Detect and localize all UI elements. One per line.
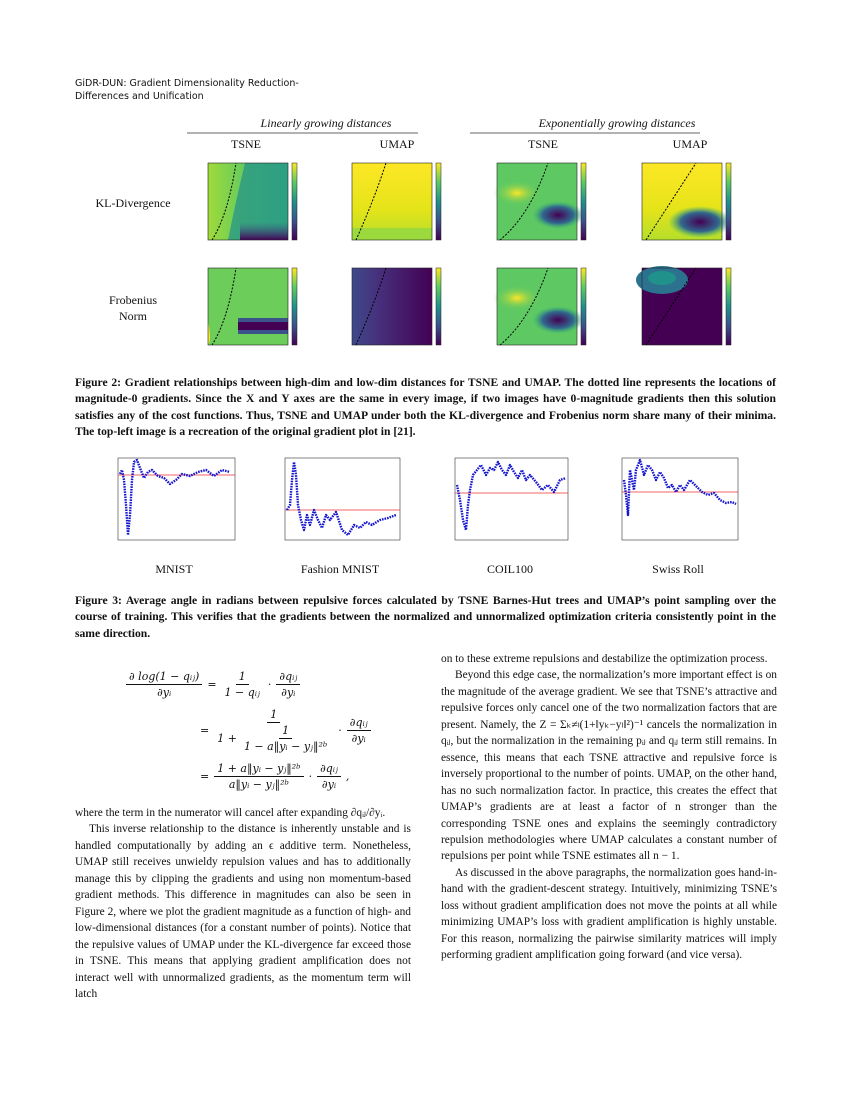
row-label: Frobenius Norm [109,293,157,323]
row-label: KL-Divergence [95,196,171,210]
punctuation: , [345,770,350,783]
denominator-lead: 1 + [217,732,237,745]
fraction: 1 + a‖yᵢ − yⱼ‖²ᵇ a‖yᵢ − yⱼ‖²ᵇ [214,762,304,791]
right-column: on to these extreme repulsions and desta… [441,651,777,964]
operator: · [308,770,313,783]
column-label: UMAP [672,137,708,151]
denominator: 1 + 1 1 − a‖yᵢ − yⱼ‖²ᵇ [214,723,333,753]
denominator: ∂yᵢ [321,778,337,791]
numerator: 1 + a‖yᵢ − yⱼ‖²ᵇ [214,762,304,777]
numerator: 1 [267,708,281,723]
panel-label: Fashion MNIST [300,562,380,576]
denominator: a‖yᵢ − yⱼ‖²ᵇ [228,778,289,791]
header-line: GiDR-DUN: Gradient Dimensionality Reduct… [75,78,299,89]
panel-label: Swiss Roll [652,562,704,576]
paragraph: Beyond this edge case, the normalization… [441,669,777,863]
running-header: GiDR-DUN: Gradient Dimensionality Reduct… [75,77,299,103]
numerator: 1 [235,670,249,685]
panel-label: MNIST [155,562,193,576]
denominator: 1 − a‖yᵢ − yⱼ‖²ᵇ [243,740,328,753]
figure2-plots [187,132,732,346]
group-label: Linearly growing distances [260,116,392,130]
figure-caption: Figure 3: Average angle in radians betwe… [75,594,776,640]
fraction: ∂qᵢⱼ ∂yᵢ [276,670,301,699]
operator: · [338,724,342,737]
operator: = [200,770,210,783]
fraction: ∂ log(1 − qᵢⱼ) ∂yᵢ [126,670,203,699]
column-label: TSNE [528,137,558,151]
numerator: 1 [279,724,293,739]
paragraph: As discussed in the above paragraphs, th… [441,866,777,962]
denominator: ∂yᵢ [157,686,172,699]
denominator: 1 − qᵢⱼ [224,686,260,699]
header-line: Differences and Unification [75,91,204,102]
numerator: ∂qᵢⱼ [346,716,371,731]
denominator: ∂yᵢ [351,732,366,745]
paragraph: This inverse relationship to the distanc… [75,823,411,1000]
operator: = [200,724,210,737]
paragraph: where the term in the numerator will can… [75,807,386,819]
paragraph: on to these extreme repulsions and desta… [441,653,768,665]
numerator: ∂qᵢⱼ [276,670,301,685]
numerator: ∂ log(1 − qᵢⱼ) [126,670,203,685]
left-column: where the term in the numerator will can… [75,805,411,1002]
group-label: Exponentially growing distances [538,116,696,130]
column-label: TSNE [231,137,261,151]
fraction: ∂qᵢⱼ ∂yᵢ [317,762,341,791]
panel-label: COIL100 [487,562,533,576]
numerator: ∂qᵢⱼ [317,762,341,777]
fraction: ∂qᵢⱼ ∂yᵢ [346,716,371,745]
figure3-plots [117,457,739,541]
equation-row: = 1 + a‖yᵢ − yⱼ‖²ᵇ a‖yᵢ − yⱼ‖²ᵇ · ∂qᵢⱼ ∂yᵢ… [200,762,349,791]
column-label: UMAP [379,137,415,151]
operator: · [267,678,272,691]
figure-caption: Figure 2: Gradient relationships between… [75,376,776,439]
denominator: ∂yᵢ [281,686,296,699]
operator: = [207,678,217,691]
